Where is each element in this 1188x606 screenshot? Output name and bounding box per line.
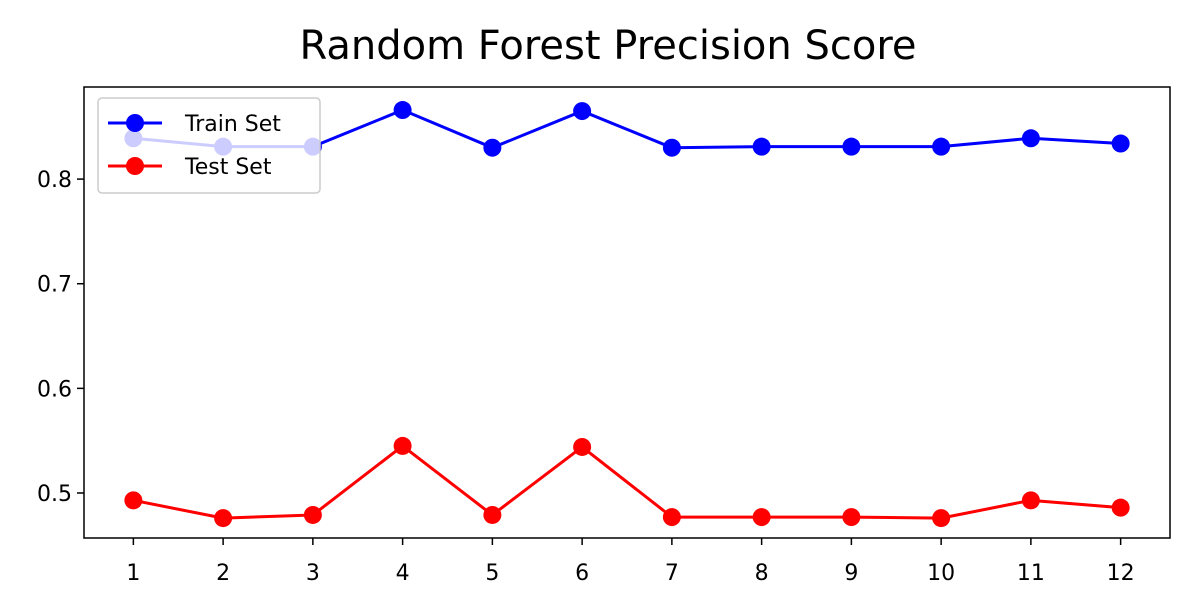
x-axis: 1 2 3 4 5 6 7 8 9 10 11 12 [126, 538, 1135, 586]
x-tick-label: 11 [1017, 561, 1045, 586]
y-tick-label: 0.8 [37, 168, 72, 193]
data-point-test-set [842, 508, 861, 527]
x-tick-label: 9 [844, 561, 858, 586]
data-point-test-set [214, 509, 233, 528]
data-point-train-set [662, 138, 681, 157]
data-point-test-set [752, 508, 771, 527]
data-point-test-set [932, 509, 951, 528]
data-point-test-set [393, 436, 412, 455]
data-point-train-set [1021, 129, 1040, 148]
x-tick-label: 4 [396, 561, 410, 586]
legend-label-train: Train Set [184, 112, 281, 137]
legend-label-test: Test Set [184, 155, 272, 180]
data-point-train-set [842, 137, 861, 156]
data-point-train-set [573, 102, 592, 121]
y-axis: 0.5 0.6 0.7 0.8 [37, 168, 84, 507]
plot-frame [83, 86, 1171, 539]
data-point-test-set [573, 437, 592, 456]
data-point-train-set [932, 137, 951, 156]
legend: Train Set Test Set [97, 97, 321, 194]
data-point-test-set [483, 505, 502, 524]
x-tick-label: 8 [755, 561, 769, 586]
data-point-train-set [393, 101, 412, 120]
series-test-set [124, 436, 1130, 528]
data-point-test-set [1021, 491, 1040, 510]
data-point-test-set [303, 505, 322, 524]
series-line-test-set [133, 444, 1121, 520]
data-point-test-set [662, 508, 681, 527]
x-tick-label: 5 [485, 561, 499, 586]
data-point-train-set [483, 138, 502, 157]
y-tick-label: 0.5 [37, 482, 72, 507]
x-tick-label: 6 [575, 561, 589, 586]
x-tick-label: 3 [306, 561, 320, 586]
data-point-test-set [1111, 498, 1130, 517]
x-tick-label: 10 [927, 561, 955, 586]
data-point-train-set [752, 137, 771, 156]
x-tick-label: 7 [665, 561, 679, 586]
y-tick-label: 0.7 [37, 273, 72, 298]
y-tick-label: 0.6 [37, 377, 72, 402]
x-tick-label: 12 [1107, 561, 1135, 586]
chart-title: Random Forest Precision Score [299, 23, 916, 69]
data-point-train-set [1111, 134, 1130, 153]
x-tick-label: 2 [216, 561, 230, 586]
legend-marker-test [126, 157, 144, 175]
x-tick-label: 1 [126, 561, 140, 586]
data-point-test-set [124, 491, 143, 510]
legend-marker-train [126, 114, 144, 132]
